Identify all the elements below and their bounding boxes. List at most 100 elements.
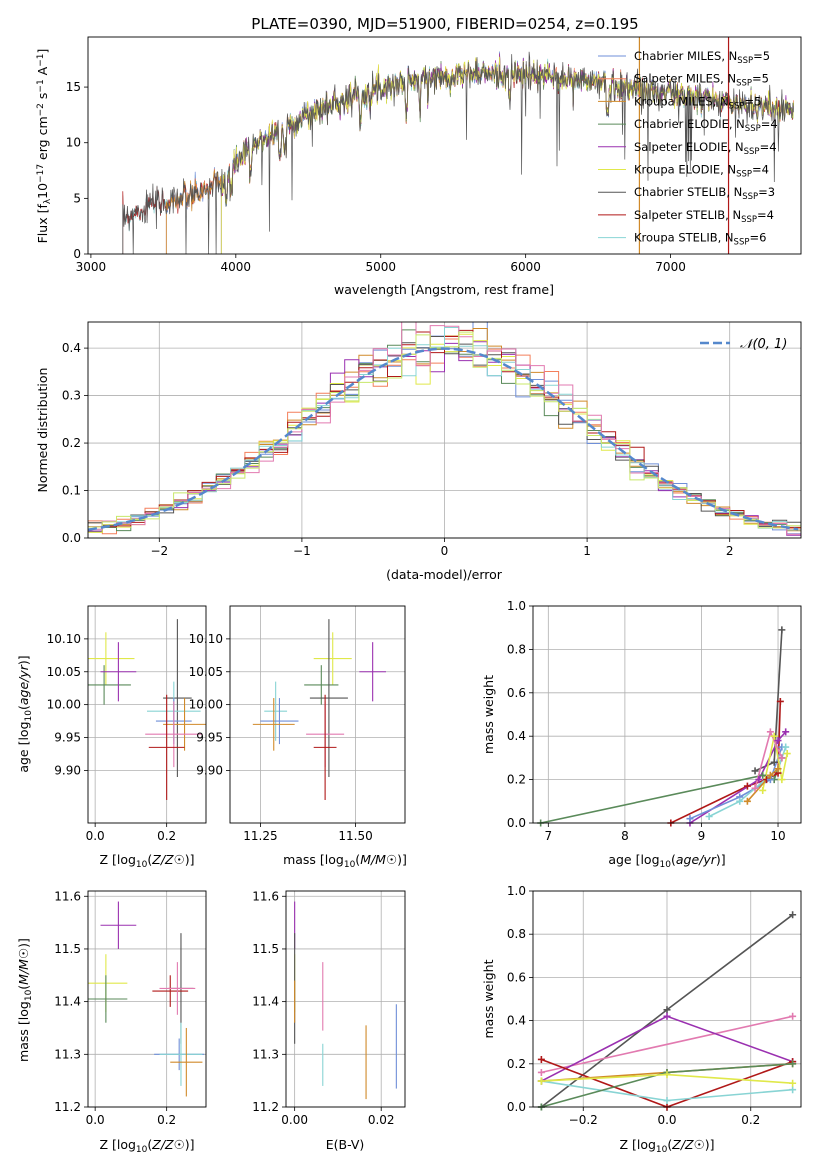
weight-marker [537,1077,545,1085]
x-tick-label: 0.0 [86,829,105,843]
plot-area-weights_vs_age [540,629,788,823]
y-tick-label: 0.4 [507,1014,526,1028]
x-axis-label: Z [log10(Z/Z☉)] [99,852,194,870]
x-tick-label: 7 [544,829,552,843]
x-tick-label: 8 [621,829,629,843]
x-axis-label: mass [log10(M/M☉)] [283,852,407,870]
x-axis-label: Z [log10(Z/Z☉)] [619,1137,714,1155]
weight-marker [774,765,782,773]
x-tick-label: 1 [583,544,591,558]
errorbar-point [88,975,128,1023]
plot-area-spectrum [122,37,794,254]
weight-marker [774,737,782,745]
weight-marker [743,797,751,805]
weight-marker [782,743,790,751]
x-tick-label: 0.2 [157,829,176,843]
y-tick-label: 10.05 [47,665,81,679]
plot-area-mass_vs_EBV [294,901,397,1100]
x-tick-label: 0.2 [157,1113,176,1127]
errorbar-point [359,642,386,702]
weight-marker [789,1079,797,1087]
y-tick-label: 11.3 [54,1047,81,1061]
weight-marker [789,1012,797,1020]
weight-marker [686,815,694,823]
legend-item: Chabrier ELODIE, NSSP=4 [598,117,778,134]
errorbar-point [304,665,339,705]
errorbar-point [100,642,137,702]
errorbar-point [148,694,185,800]
legend-item: Chabrier MILES, NSSP=5 [598,49,770,66]
x-tick-label: 10 [770,829,785,843]
weight-marker [537,1055,545,1063]
weight-line [761,736,788,791]
y-tick-label: 10.10 [189,632,223,646]
weight-marker [663,1097,671,1105]
errorbar-point [159,962,196,1015]
weight-marker [766,728,774,736]
axes-age_vs_Z: 0.0 0.2 9.90 9.95 10.00 10.05 10.10 Z [log10(Z/… [16,605,207,870]
y-axis-label: mass [log10(M/M☉)] [16,938,34,1062]
y-tick-label: 10 [66,136,81,150]
y-tick-label: 9.90 [196,763,223,777]
y-tick-label: 0.4 [62,341,81,355]
x-tick-label: 6000 [510,260,541,274]
y-tick-label: 0.2 [507,773,526,787]
x-tick-label: 0.0 [657,1113,676,1127]
y-tick-label: 11.2 [54,1100,81,1114]
y-axis-label: mass weight [481,675,496,754]
x-axis-label: Z [log10(Z/Z☉)] [99,1137,194,1155]
x-tick-label: 11.50 [338,829,372,843]
y-tick-label: 0.0 [507,1100,526,1114]
axes-frame [532,605,802,824]
legend-item: Kroupa ELODIE, NSSP=4 [598,163,769,180]
axes-frame [87,890,207,1108]
legend-label: 𝒩(0, 1) [740,337,787,352]
legend-label: Chabrier STELIB, NSSP=3 [634,185,775,202]
y-tick-label: 9.90 [54,763,81,777]
legend-label: Kroupa ELODIE, NSSP=4 [634,163,769,180]
x-tick-label: 2 [726,544,734,558]
y-tick-label: 0.1 [62,484,81,498]
x-axis-label: age [log10(age/yr)] [608,852,725,870]
x-tick-label: 7000 [655,260,686,274]
y-tick-label: 15 [66,80,81,94]
errorbar-point [88,665,131,705]
axes-frame [285,890,406,1108]
errorbar-point [309,619,348,777]
y-tick-label: 0.4 [507,729,526,743]
normal-curve [88,347,799,531]
weight-marker [770,758,778,766]
x-axis-label: (data-model)/error [386,567,503,582]
x-tick-label: 4000 [221,260,252,274]
spectrum-line-chabrier-stelib [122,51,794,254]
y-axis-label: Flux [fλ10−17 erg cm−2 s−1 A−1] [35,49,53,244]
errorbar-point [260,698,299,745]
y-tick-label: 0.6 [507,686,526,700]
legend-item: Salpeter STELIB, NSSP=4 [598,208,774,225]
errorbar-point [163,619,192,777]
errorbar-point [252,698,295,751]
y-tick-label: 11.2 [252,1100,279,1114]
errorbar-point [100,901,137,949]
legend-item: Kroupa STELIB, NSSP=6 [598,231,766,248]
weight-marker [759,771,767,779]
weight-line [541,1058,793,1107]
weight-marker [663,1012,671,1020]
y-tick-label: 9.95 [196,731,223,745]
x-tick-label: 11.25 [243,829,277,843]
y-tick-label: 0 [73,247,81,261]
x-tick-label: 5000 [365,260,396,274]
y-tick-label: 10.10 [47,632,81,646]
errorbar-point [313,632,352,685]
weight-marker [778,626,786,634]
weight-marker [537,1068,545,1076]
weight-marker [766,771,774,779]
x-tick-label: 3000 [76,260,107,274]
x-tick-label: −1 [293,544,311,558]
weight-marker [759,786,767,794]
x-tick-label: 0.2 [741,1113,760,1127]
axes-residuals: −2 −1 0 1 2 0.0 0.1 0.2 0.3 0.4 𝒩(0, 1) (data-model… [35,321,802,582]
spectrum-line-kroupa-elodie [220,56,794,254]
y-axis-label: Normed distribution [35,368,50,493]
